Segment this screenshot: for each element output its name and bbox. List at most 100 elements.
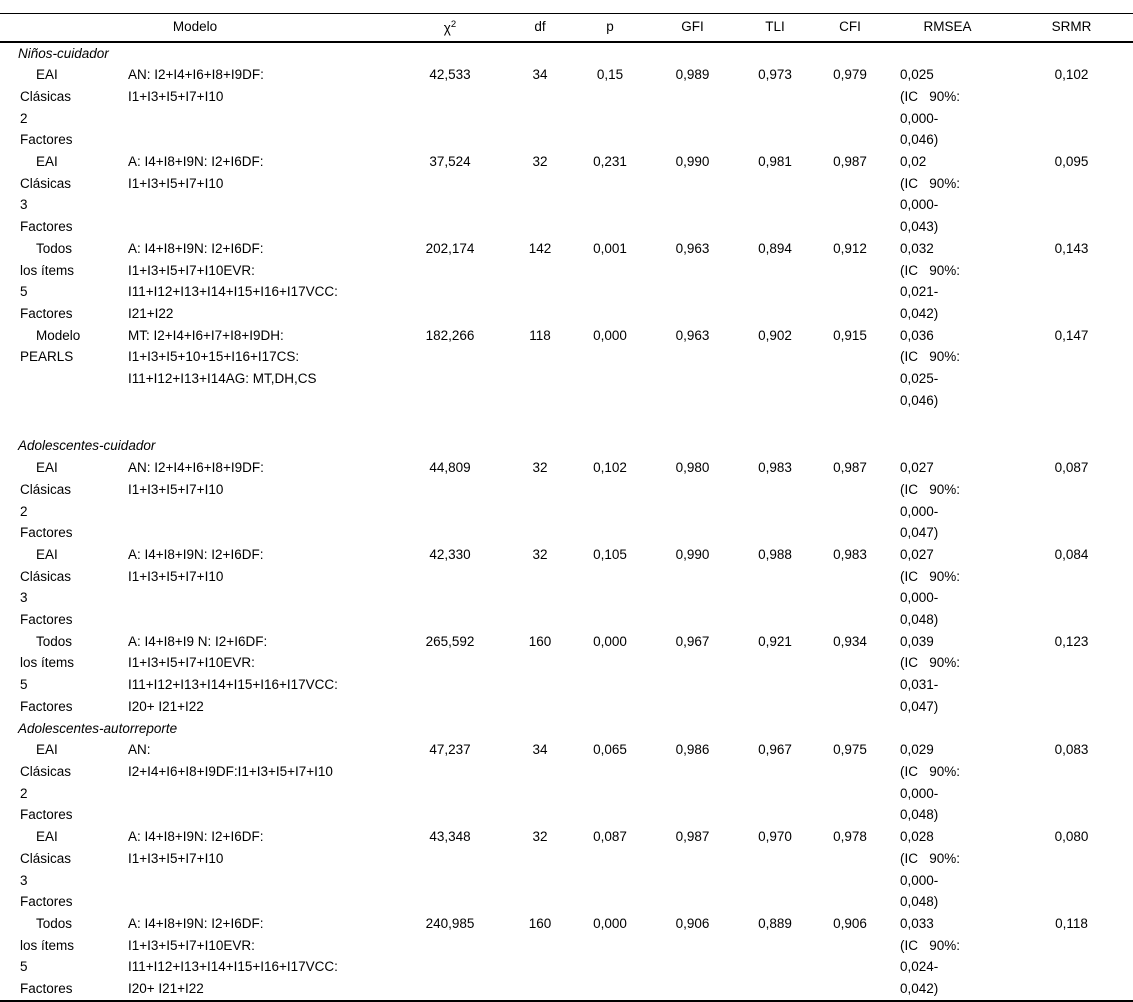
chi2-value: 43,348: [429, 829, 471, 845]
row-label: EAI Clásicas 2 Factores: [20, 460, 73, 541]
srmr-value: 0,123: [1054, 633, 1089, 649]
row-label: EAI Clásicas 3 Factores: [20, 546, 73, 628]
gfi-column-header: GFI: [650, 13, 735, 43]
srmr-value: 0,102: [1054, 67, 1089, 83]
cfi-value: 0,912: [833, 240, 867, 256]
cfi-value: 0,987: [833, 460, 867, 476]
model-spec: MT: I2+I4+I6+I7+I8+I9DH: I1+I3+I5+10+15+…: [128, 327, 317, 387]
gfi-value: 0,990: [675, 546, 710, 562]
chi2-value: 265,592: [425, 633, 475, 649]
table-row: EAI Clásicas 2 Factores AN: I2+I4+I6+I8+I…: [0, 64, 1133, 151]
df-value: 32: [532, 546, 548, 562]
row-label: Todos los ítems 5 Factores: [20, 633, 75, 714]
row-label: Todos los ítems 5 Factores: [20, 240, 75, 321]
row-label: EAI Clásicas 3 Factores: [20, 154, 73, 235]
row-label: EAI Clásicas 2 Factores: [20, 742, 73, 823]
p-value: 0,000: [593, 915, 627, 931]
df-value: 118: [529, 327, 551, 343]
table-row: Todos los ítems 5 Factores A: I4+I8+I9 N:…: [0, 631, 1133, 718]
tli-value: 0,902: [758, 327, 792, 343]
gfi-value: 0,986: [675, 742, 710, 758]
rmsea-value: 0,032 (IC 90%: 0,021- 0,042): [900, 240, 961, 321]
chi2-value: 37,524: [429, 154, 471, 170]
cfi-column-header: CFI: [815, 13, 885, 43]
tli-value: 0,973: [758, 67, 792, 83]
cfi-value: 0,915: [833, 327, 867, 343]
p-value: 0,087: [593, 829, 627, 845]
gfi-value: 0,987: [675, 829, 710, 845]
table-body: Niños-cuidador EAI Clásicas 2 Factores AN:…: [0, 42, 1133, 1001]
rmsea-value: 0,025 (IC 90%: 0,000- 0,046): [900, 67, 961, 148]
srmr-value: 0,143: [1054, 240, 1089, 256]
p-value: 0,15: [596, 67, 624, 83]
model-spec: AN: I2+I4+I6+I8+I9DF: I1+I3+I5+I7+I10: [128, 67, 264, 104]
section-header-row: Niños-cuidador: [0, 42, 1133, 65]
table-row: Modelo PEARLS MT: I2+I4+I6+I7+I8+I9DH: I1…: [0, 325, 1133, 412]
gfi-value: 0,967: [675, 633, 710, 649]
chi2-value: 182,266: [425, 327, 475, 343]
model-spec: A: I4+I8+I9N: I2+I6DF: I1+I3+I5+I7+I10EV…: [128, 915, 338, 997]
tli-value: 0,967: [758, 742, 792, 758]
gfi-value: 0,990: [675, 154, 710, 170]
chi2-value: 42,533: [429, 67, 471, 83]
table-row: EAI Clásicas 3 Factores A: I4+I8+I9N: I2+…: [0, 544, 1133, 631]
gfi-value: 0,906: [675, 915, 710, 931]
p-value: 0,102: [593, 460, 627, 476]
model-spec: A: I4+I8+I9N: I2+I6DF: I1+I3+I5+I7+I10: [128, 154, 264, 191]
table-row: EAI Clásicas 2 Factores AN: I2+I4+I6+I8+I…: [0, 457, 1133, 544]
srmr-value: 0,095: [1054, 154, 1089, 170]
srmr-value: 0,084: [1054, 546, 1089, 562]
section-header-row: Adolescentes-autorreporte: [0, 718, 1133, 740]
df-value: 160: [528, 915, 552, 931]
table-header: Modelo χ2 df p GFI TLI CFI RMSEA SRMR: [0, 13, 1133, 43]
section-title: Niños-cuidador: [18, 45, 109, 61]
table-row: EAI Clásicas 3 Factores A: I4+I8+I9N: I2+…: [0, 826, 1133, 913]
tli-value: 0,921: [758, 633, 792, 649]
p-value: 0,001: [593, 240, 627, 256]
cfi-value: 0,975: [833, 742, 867, 758]
srmr-column-header: SRMR: [1010, 13, 1133, 43]
cfi-value: 0,987: [833, 154, 867, 170]
df-value: 34: [532, 742, 548, 758]
srmr-value: 0,118: [1055, 915, 1088, 931]
chi2-column-header: χ2: [390, 13, 510, 43]
model-spec: A: I4+I8+I9N: I2+I6DF: I1+I3+I5+I7+I10EV…: [128, 240, 338, 321]
rmsea-value: 0,02 (IC 90%: 0,000- 0,043): [900, 154, 961, 235]
cfi-value: 0,906: [833, 915, 867, 931]
chi-symbol: χ: [443, 20, 451, 36]
tli-value: 0,988: [758, 546, 792, 562]
tli-value: 0,970: [758, 829, 792, 845]
model-spec: AN: I2+I4+I6+I8+I9DF: I1+I3+I5+I7+I10: [128, 460, 264, 497]
header-row: Modelo χ2 df p GFI TLI CFI RMSEA SRMR: [0, 13, 1133, 43]
cfi-value: 0,978: [833, 829, 867, 845]
model-spec: A: I4+I8+I9N: I2+I6DF: I1+I3+I5+I7+I10: [128, 829, 264, 866]
table-row: Todos los ítems 5 Factores A: I4+I8+I9N: …: [0, 238, 1133, 325]
model-spec: AN: I2+I4+I6+I8+I9DF:I1+I3+I5+I7+I10: [128, 742, 333, 779]
chi2-value: 240,985: [425, 915, 475, 931]
df-column-header: df: [510, 13, 570, 43]
rmsea-value: 0,027 (IC 90%: 0,000- 0,047): [900, 460, 961, 541]
table-row: Todos los ítems 5 Factores A: I4+I8+I9N: …: [0, 913, 1133, 1001]
gfi-value: 0,980: [675, 460, 710, 476]
table-row: EAI Clásicas 2 Factores AN: I2+I4+I6+I8+I…: [0, 739, 1133, 826]
rmsea-value: 0,027 (IC 90%: 0,000- 0,048): [900, 546, 961, 628]
model-spec: A: I4+I8+I9 N: I2+I6DF: I1+I3+I5+I7+I10E…: [128, 633, 338, 714]
rmsea-value: 0,039 (IC 90%: 0,031- 0,047): [900, 633, 961, 714]
tli-column-header: TLI: [735, 13, 815, 43]
df-value: 160: [528, 633, 552, 649]
gfi-value: 0,989: [675, 67, 710, 83]
p-value: 0,231: [593, 154, 627, 170]
gfi-value: 0,963: [675, 240, 710, 256]
section-title: Adolescentes-cuidador: [18, 438, 156, 454]
cfi-value: 0,983: [833, 546, 867, 562]
df-value: 32: [532, 154, 548, 170]
p-value: 0,105: [593, 546, 627, 562]
p-value: 0,000: [593, 633, 627, 649]
rmsea-value: 0,029 (IC 90%: 0,000- 0,048): [900, 742, 961, 823]
model-fit-table: Modelo χ2 df p GFI TLI CFI RMSEA SRMR Ni…: [0, 13, 1133, 1002]
rmsea-column-header: RMSEA: [885, 13, 1010, 43]
rmsea-value: 0,033 (IC 90%: 0,024- 0,042): [900, 915, 961, 997]
chi2-value: 44,809: [429, 460, 471, 476]
df-value: 32: [532, 829, 548, 845]
cfi-value: 0,979: [833, 67, 867, 83]
